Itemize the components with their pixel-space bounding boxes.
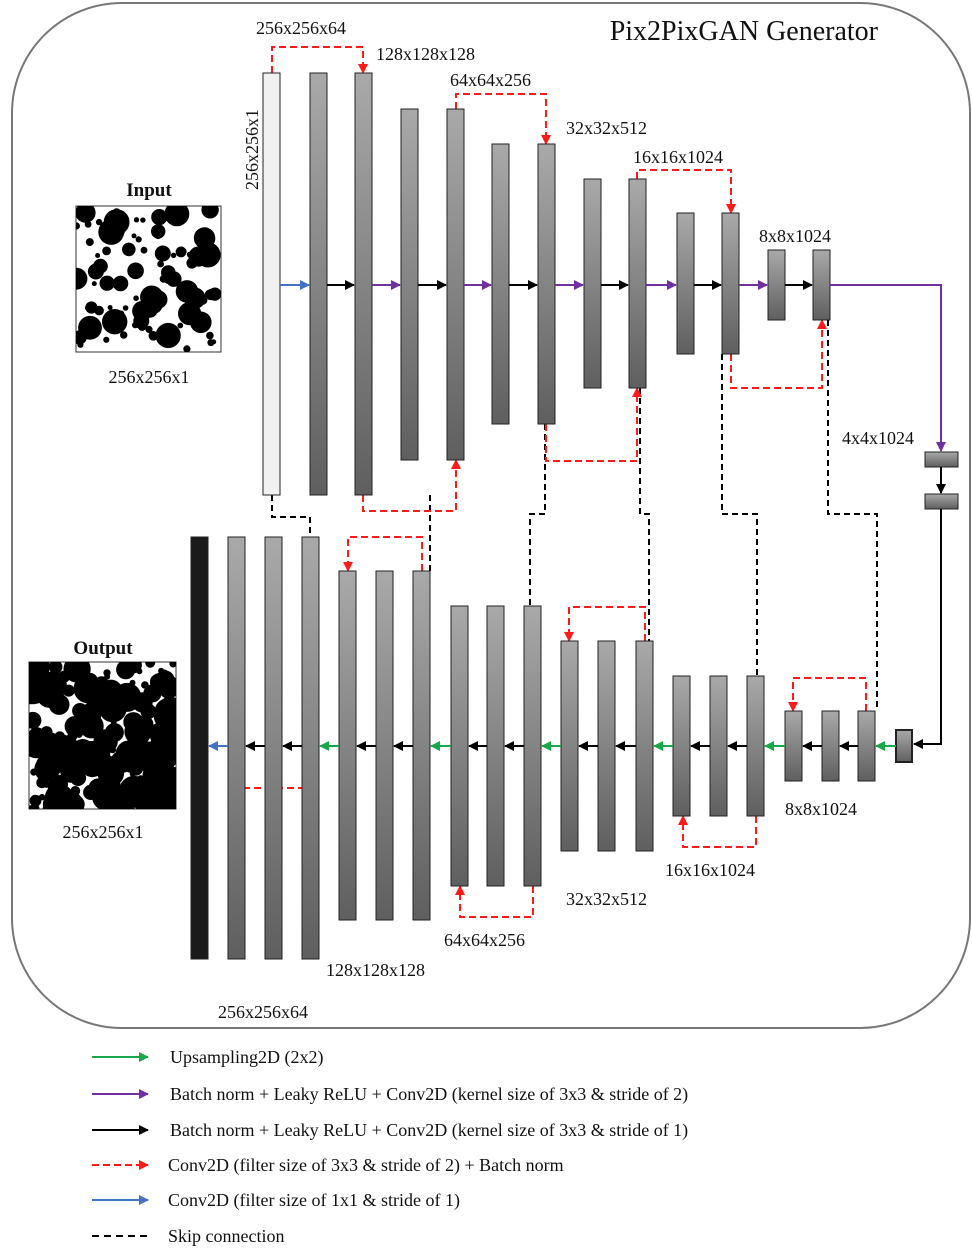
legend-label-red-dashed: Conv2D (filter size of 3x3 & stride of 2… [168,1155,564,1176]
decoder-block [450,605,469,887]
decoder-block [227,536,246,960]
encoder-block [721,212,740,355]
label-8x8x1024: 8x8x1024 [759,226,831,246]
decoder-block [375,570,394,921]
label-d-64x64x256: 64x64x256 [444,930,525,950]
red-e1 [271,46,368,74]
skip-connection-6 [827,320,878,711]
label-d-128x128x128: 128x128x128 [326,960,425,980]
label-input-layer: 256x256x1 [242,109,262,190]
legend-item-1x1-conv: Conv2D (filter size of 1x1 & stride of 1… [92,1190,460,1211]
bottleneck-block [924,451,959,468]
red-e6 [730,319,827,389]
decoder-block [635,640,654,852]
legend: Upsampling2D (2x2) Batch norm + Leaky Re… [92,1047,688,1246]
label-4x4x1024: 4x4x1024 [842,428,914,448]
label-32x32x512: 32x32x512 [566,118,647,138]
red-d3 [564,606,646,642]
encoder-block [446,108,465,461]
red-e5 [636,169,736,214]
decoder-block [301,536,320,960]
label-d-16x16x1024: 16x16x1024 [665,860,755,880]
decoder-size-labels: 8x8x1024 16x16x1024 32x32x512 64x64x256 … [218,799,857,1022]
label-d-256x256x64: 256x256x64 [218,1002,308,1022]
label-64x64x256: 64x64x256 [450,70,531,90]
decoder-block [597,640,616,852]
label-256x256x64: 256x256x64 [256,18,346,38]
skip-connection-5 [721,354,758,676]
encoder-block [354,72,373,496]
input-size-label: 256x256x1 [109,367,190,387]
generator-frame [11,2,971,1029]
label-d-8x8x1024: 8x8x1024 [785,799,857,819]
skip-connection-1 [271,495,311,537]
input-heading: Input [126,180,172,201]
decoder-block [486,605,505,887]
skip-connection-3 [529,424,546,606]
bottleneck-block [924,493,959,510]
decoder-block [746,675,765,817]
decoder-block [784,710,803,782]
output-heading: Output [73,638,133,659]
decoder-output-layer [190,536,209,960]
encoder-input-layer [262,72,281,496]
red-d6 [678,815,757,848]
diagram-title: Pix2PixGAN Generator [610,16,879,47]
legend-item-stride1-conv: Batch norm + Leaky ReLU + Conv2D (kernel… [92,1120,688,1141]
output-size-label: 256x256x1 [63,822,144,842]
input-panel: Input 256x256x1 [75,180,222,387]
decoder-input-block [895,729,913,763]
encoder-arrows [280,280,946,749]
stride2-conv-connections [232,46,867,918]
encoder-blocks [262,72,959,510]
encoder-block [628,178,647,389]
legend-label-stride1-conv: Batch norm + Leaky ReLU + Conv2D (kernel… [170,1120,688,1141]
encoder-block [676,212,695,355]
output-image-blobs [29,662,176,809]
encoder-block [767,249,786,321]
red-d1 [343,536,423,572]
decoder-block [338,570,357,921]
label-16x16x1024: 16x16x1024 [633,147,723,167]
encoder-block [812,249,831,321]
skip-connections [271,320,878,711]
decoder-block [412,570,431,921]
red-e2 [362,459,461,512]
encoder-block [491,143,510,425]
label-d-32x32x512: 32x32x512 [566,889,647,909]
encoder-block [583,178,602,389]
legend-item-upsampling: Upsampling2D (2x2) [92,1047,323,1068]
purple-arrow-to-bottleneck [830,284,946,452]
decoder-block [264,536,283,960]
red-e4 [545,387,642,462]
decoder-block [672,675,691,817]
decoder-block [821,710,840,782]
red-d4 [455,885,534,918]
encoder-size-labels: 256x256x1 256x256x64 128x128x128 64x64x2… [242,18,914,448]
skip-connection-4 [639,388,650,641]
input-image-circles [76,206,221,352]
red-d5 [788,677,867,712]
decoder-block [560,640,579,852]
red-e3 [455,93,551,145]
legend-label-upsampling: Upsampling2D (2x2) [170,1047,323,1068]
black-arrow-to-decoder [913,509,942,749]
legend-item-stride2-conv: Batch norm + Leaky ReLU + Conv2D (kernel… [92,1084,688,1105]
decoder-block [709,675,728,817]
encoder-block [537,143,556,425]
decoder-blocks [190,536,913,960]
legend-label-skip: Skip connection [168,1226,284,1246]
decoder-block [523,605,542,887]
legend-item-skip: Skip connection [92,1226,284,1246]
label-128x128x128: 128x128x128 [376,44,475,64]
legend-item-red-dashed: Conv2D (filter size of 3x3 & stride of 2… [92,1155,564,1176]
legend-label-1x1-conv: Conv2D (filter size of 1x1 & stride of 1… [168,1190,460,1211]
output-panel: Output 256x256x1 [28,638,177,842]
encoder-block [400,108,419,461]
encoder-block [309,72,328,496]
legend-label-stride2-conv: Batch norm + Leaky ReLU + Conv2D (kernel… [170,1084,688,1105]
decoder-block [857,710,876,782]
